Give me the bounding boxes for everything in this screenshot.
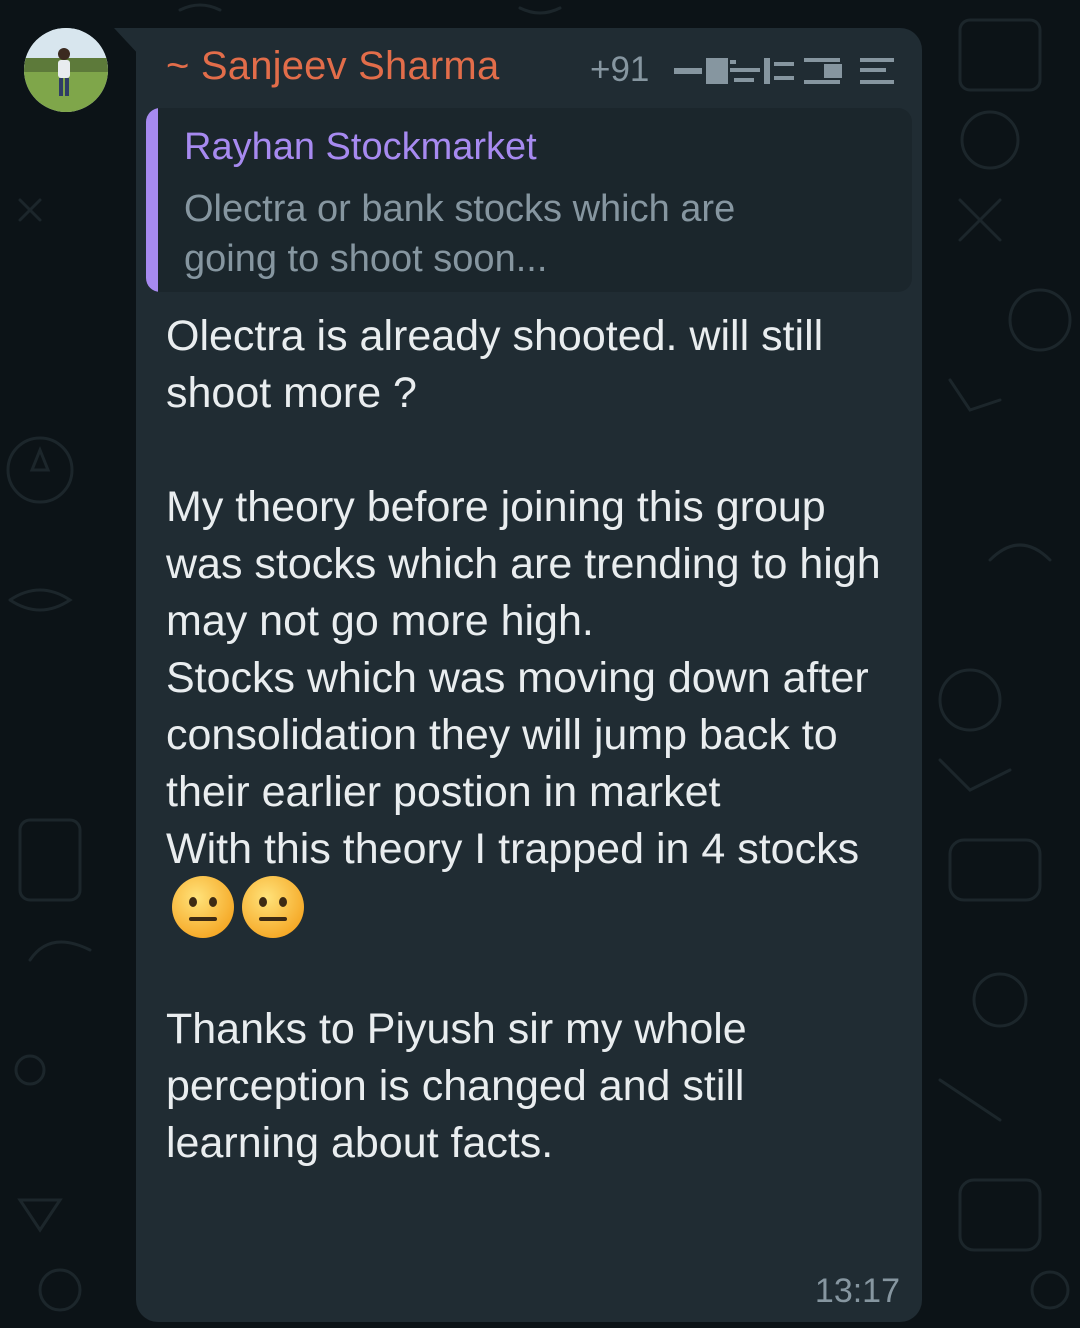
paragraph-gap [166, 944, 894, 1001]
message-paragraph: My theory before joining this group was … [166, 483, 881, 645]
quote-accent-bar [146, 108, 158, 292]
sender-phone: +91 [590, 50, 650, 89]
avatar-image [24, 28, 108, 112]
sender-name[interactable]: ~ Sanjeev Sharma [166, 44, 500, 88]
message-paragraph: Olectra is already shooted. will still s… [166, 312, 824, 417]
quoted-text: Olectra or bank stocks which are going t… [184, 188, 736, 280]
message-text: With this theory I trapped in 4 stocks [166, 825, 860, 873]
message-bubble[interactable]: ~ Sanjeev Sharma +91 Rayhan St [136, 28, 922, 1322]
quoted-message[interactable]: Rayhan Stockmarket Olectra or bank stock… [146, 108, 912, 292]
message-body: Olectra is already shooted. will still s… [166, 308, 894, 1172]
message-paragraph: Stocks which was moving down after conso… [166, 654, 869, 816]
message-paragraph-with-emoji: With this theory I trapped in 4 stocks [166, 821, 894, 944]
neutral-face-emoji-icon [242, 876, 304, 938]
message-paragraph: Thanks to Piyush sir my whole perception… [166, 1005, 747, 1167]
sender-header: ~ Sanjeev Sharma +91 [166, 44, 894, 94]
paragraph-gap [166, 422, 894, 479]
neutral-face-emoji-icon [172, 876, 234, 938]
message-timestamp: 13:17 [814, 1272, 900, 1310]
bubble-tail [114, 28, 140, 56]
quoted-author: Rayhan Stockmarket [184, 126, 537, 168]
sender-avatar[interactable] [24, 28, 108, 112]
redacted-phone-number [674, 58, 894, 84]
